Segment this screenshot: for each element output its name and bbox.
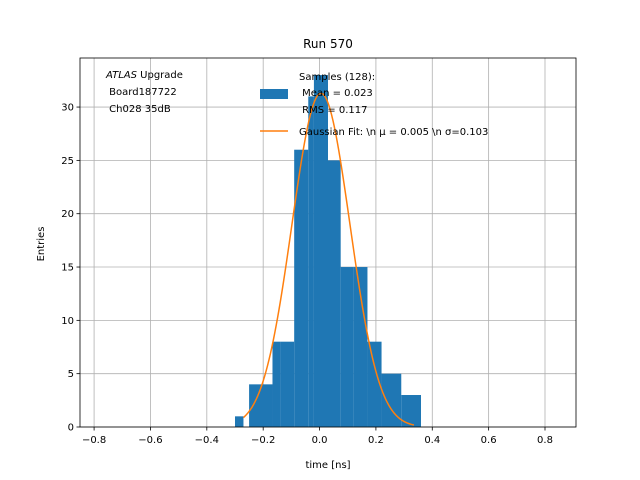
y-tick-label: 15 (61, 263, 74, 274)
histogram-bar (272, 341, 281, 427)
histogram-bars (235, 75, 421, 427)
x-tick-label: −0.6 (138, 435, 162, 446)
x-axis-label: time [ns] (305, 460, 350, 471)
svg-text:ATLAS Upgrade: ATLAS Upgrade (105, 70, 183, 81)
y-tick-label: 30 (61, 103, 74, 114)
y-tick-label: 20 (61, 209, 74, 220)
histogram-bar (353, 267, 368, 427)
x-tick-label: 0.0 (312, 435, 328, 446)
legend-histogram-line-3: RMS = 0.117 (299, 105, 367, 116)
legend-histogram-line-2: Mean = 0.023 (299, 88, 373, 99)
legend: Samples (128): Mean = 0.023 RMS = 0.117 … (260, 72, 488, 138)
y-tick-label: 0 (68, 423, 74, 434)
histogram-bar (340, 267, 354, 427)
histogram-bar (313, 75, 328, 427)
x-tick-label: 0.6 (481, 435, 497, 446)
channel-label: Ch028 35dB (106, 104, 171, 115)
x-tick-label: −0.2 (251, 435, 275, 446)
x-tick-label: 0.4 (424, 435, 440, 446)
y-axis-label: Entries (36, 227, 47, 262)
board-label: Board187722 (106, 87, 177, 98)
x-tick-label: 0.2 (368, 435, 384, 446)
histogram-bar (280, 341, 295, 427)
chart-title: Run 570 (303, 37, 353, 51)
histogram-bar (308, 96, 314, 427)
histogram-bar (367, 341, 382, 427)
histogram-bar (401, 395, 421, 427)
y-tick-label: 25 (61, 156, 74, 167)
x-tick-label: −0.4 (195, 435, 219, 446)
histogram-bar (381, 373, 402, 427)
legend-histogram-line-1: Samples (128): (299, 72, 375, 83)
gaussian-fit-line (242, 92, 415, 426)
y-axis-ticks: 0 5 10 15 20 25 30 (61, 103, 80, 434)
x-axis-ticks: −0.8 −0.6 −0.4 −0.2 0.0 0.2 0.4 0.6 0.8 (82, 427, 553, 446)
axes-frame (79, 57, 577, 428)
upgrade-label: Upgrade (137, 70, 183, 81)
x-tick-label: 0.8 (537, 435, 553, 446)
legend-histogram-swatch (260, 89, 288, 99)
y-tick-label: 10 (61, 316, 74, 327)
x-tick-label: −0.8 (82, 435, 106, 446)
histogram-bar (294, 149, 309, 427)
y-tick-label: 5 (68, 369, 74, 380)
histogram-bar (235, 416, 244, 427)
histogram-bar (249, 384, 273, 427)
histogram-bar (328, 160, 341, 427)
atlas-label: ATLAS (105, 70, 138, 81)
legend-fit-label: Gaussian Fit: \n μ = 0.005 \n σ=0.103 (299, 127, 488, 138)
atlas-annotation: ATLAS Upgrade Board187722 Ch028 35dB (105, 70, 183, 115)
